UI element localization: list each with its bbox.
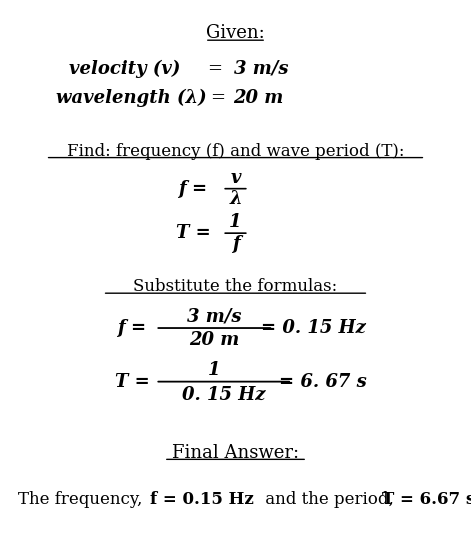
Text: wavelength (λ): wavelength (λ): [56, 88, 206, 107]
Text: = 0. 15 Hz: = 0. 15 Hz: [261, 319, 365, 337]
Text: Given:: Given:: [206, 24, 265, 42]
Text: 0. 15 Hz: 0. 15 Hz: [182, 385, 266, 404]
Text: v: v: [230, 169, 241, 187]
Text: = 6. 67 s: = 6. 67 s: [279, 373, 366, 391]
Text: λ: λ: [229, 190, 242, 209]
Text: f: f: [232, 235, 239, 253]
Text: 20 m: 20 m: [233, 88, 283, 107]
Text: f =: f =: [117, 319, 146, 337]
Text: The frequency,: The frequency,: [18, 491, 147, 508]
Text: 20 m: 20 m: [189, 331, 239, 349]
Text: 1: 1: [229, 213, 242, 232]
Text: Find: frequency (f) and wave period (T):: Find: frequency (f) and wave period (T):: [67, 143, 404, 160]
Text: =: =: [210, 88, 225, 107]
Text: and the period,: and the period,: [260, 491, 399, 508]
Text: Final Answer:: Final Answer:: [172, 444, 299, 462]
Text: T = 6.67 s: T = 6.67 s: [382, 491, 471, 508]
Text: f =: f =: [179, 180, 208, 198]
Text: =: =: [207, 59, 222, 78]
Text: 3 m/s: 3 m/s: [187, 307, 242, 325]
Text: T =: T =: [114, 373, 149, 391]
Text: 1: 1: [208, 361, 220, 379]
Text: T =: T =: [176, 224, 211, 242]
Text: f = 0.15 Hz: f = 0.15 Hz: [150, 491, 253, 508]
Text: velocity (v): velocity (v): [69, 59, 180, 78]
Text: Substitute the formulas:: Substitute the formulas:: [133, 278, 338, 295]
Text: 3 m/s: 3 m/s: [234, 59, 289, 78]
